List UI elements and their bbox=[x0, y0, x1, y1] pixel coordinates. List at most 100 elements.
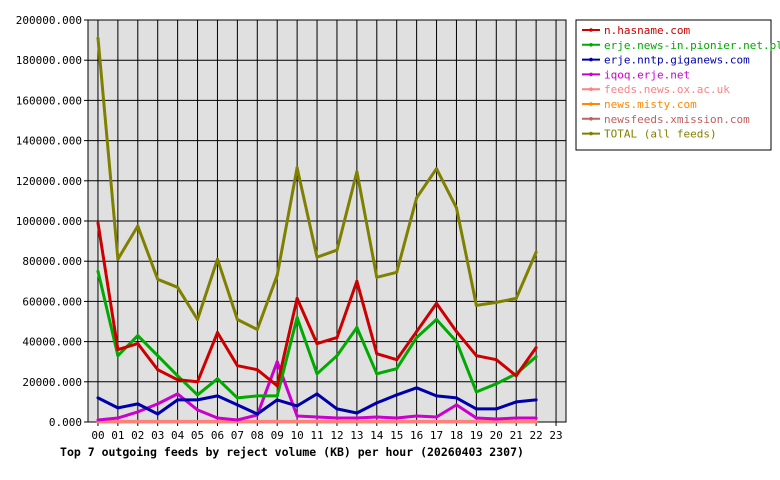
data-point-total-all-feeds bbox=[235, 317, 239, 321]
data-point-feeds-news-ox-ac-uk bbox=[275, 419, 279, 423]
y-tick-label: 0.000 bbox=[49, 416, 82, 429]
data-point-erje-nntp-giganews-com bbox=[255, 412, 259, 416]
data-point-erje-nntp-giganews-com bbox=[215, 394, 219, 398]
data-point-total-all-feeds bbox=[375, 275, 379, 279]
data-point-erje-nntp-giganews-com bbox=[514, 400, 518, 404]
data-point-iqoq-erje-net bbox=[375, 415, 379, 419]
data-point-n-hasname-com bbox=[335, 336, 339, 340]
data-point-erje-news-in-pionier-net-pl bbox=[255, 394, 259, 398]
data-point-feeds-news-ox-ac-uk bbox=[156, 419, 160, 423]
data-point-n-hasname-com bbox=[196, 380, 200, 384]
data-point-total-all-feeds bbox=[395, 270, 399, 274]
legend-swatch-marker bbox=[589, 117, 593, 121]
x-tick-label: 03 bbox=[151, 429, 164, 442]
data-point-iqoq-erje-net bbox=[534, 416, 538, 420]
data-point-total-all-feeds bbox=[176, 285, 180, 289]
x-tick-label: 00 bbox=[91, 429, 104, 442]
data-point-total-all-feeds bbox=[355, 170, 359, 174]
data-point-n-hasname-com bbox=[315, 342, 319, 346]
data-point-total-all-feeds bbox=[435, 167, 439, 171]
data-point-n-hasname-com bbox=[514, 374, 518, 378]
x-tick-label: 12 bbox=[330, 429, 343, 442]
data-point-erje-news-in-pionier-net-pl bbox=[355, 326, 359, 330]
x-tick-label: 18 bbox=[450, 429, 463, 442]
x-tick-label: 06 bbox=[211, 429, 224, 442]
y-tick-label: 160000.000 bbox=[16, 94, 82, 107]
data-point-erje-news-in-pionier-net-pl bbox=[335, 354, 339, 358]
x-tick-label: 14 bbox=[370, 429, 384, 442]
data-point-erje-news-in-pionier-net-pl bbox=[235, 396, 239, 400]
legend-label: erje.nntp.giganews.com bbox=[604, 54, 750, 67]
data-point-total-all-feeds bbox=[514, 296, 518, 300]
data-point-total-all-feeds bbox=[196, 317, 200, 321]
data-point-feeds-news-ox-ac-uk bbox=[514, 419, 518, 423]
data-point-erje-nntp-giganews-com bbox=[435, 394, 439, 398]
data-point-iqoq-erje-net bbox=[275, 360, 279, 364]
data-point-n-hasname-com bbox=[534, 346, 538, 350]
legend-label: TOTAL (all feeds) bbox=[604, 128, 717, 141]
data-point-erje-nntp-giganews-com bbox=[375, 401, 379, 405]
data-point-n-hasname-com bbox=[375, 352, 379, 356]
data-point-erje-news-in-pionier-net-pl bbox=[295, 315, 299, 319]
data-point-total-all-feeds bbox=[415, 196, 419, 200]
y-tick-label: 200000.000 bbox=[16, 14, 82, 27]
data-point-n-hasname-com bbox=[415, 330, 419, 334]
legend-swatch-marker bbox=[589, 87, 593, 91]
data-point-erje-nntp-giganews-com bbox=[355, 411, 359, 415]
data-point-n-hasname-com bbox=[295, 296, 299, 300]
legend-swatch-marker bbox=[589, 57, 593, 62]
data-point-iqoq-erje-net bbox=[215, 416, 219, 420]
data-point-total-all-feeds bbox=[255, 328, 259, 332]
data-point-erje-news-in-pionier-net-pl bbox=[494, 382, 498, 386]
y-tick-label: 20000.000 bbox=[22, 376, 82, 389]
legend-box bbox=[575, 19, 772, 151]
x-tick-label: 19 bbox=[470, 429, 483, 442]
data-point-erje-nntp-giganews-com bbox=[235, 403, 239, 407]
data-point-total-all-feeds bbox=[136, 224, 140, 228]
legend-label: feeds.news.ox.ac.uk bbox=[604, 83, 730, 96]
data-point-n-hasname-com bbox=[494, 358, 498, 362]
data-point-total-all-feeds bbox=[116, 257, 120, 261]
data-point-erje-news-in-pionier-net-pl bbox=[116, 354, 120, 358]
data-point-erje-news-in-pionier-net-pl bbox=[215, 377, 219, 381]
data-point-feeds-news-ox-ac-uk bbox=[454, 419, 458, 423]
data-point-iqoq-erje-net bbox=[116, 416, 120, 420]
data-point-iqoq-erje-net bbox=[355, 416, 359, 420]
data-point-iqoq-erje-net bbox=[514, 416, 518, 420]
data-point-total-all-feeds bbox=[335, 248, 339, 252]
data-point-iqoq-erje-net bbox=[395, 416, 399, 420]
data-point-erje-nntp-giganews-com bbox=[275, 398, 279, 402]
x-tick-label: 08 bbox=[251, 429, 264, 442]
data-point-n-hasname-com bbox=[435, 301, 439, 305]
data-point-erje-news-in-pionier-net-pl bbox=[275, 394, 279, 398]
data-point-iqoq-erje-net bbox=[235, 418, 239, 422]
data-point-n-hasname-com bbox=[136, 342, 140, 346]
x-tick-label: 15 bbox=[390, 429, 403, 442]
data-point-feeds-news-ox-ac-uk bbox=[196, 419, 200, 423]
data-point-erje-news-in-pionier-net-pl bbox=[454, 340, 458, 344]
data-point-total-all-feeds bbox=[275, 273, 279, 277]
x-tick-label: 04 bbox=[171, 429, 185, 442]
data-point-total-all-feeds bbox=[96, 36, 100, 40]
x-tick-label: 16 bbox=[410, 429, 423, 442]
data-point-feeds-news-ox-ac-uk bbox=[335, 419, 339, 423]
data-point-erje-news-in-pionier-net-pl bbox=[156, 354, 160, 358]
data-point-erje-nntp-giganews-com bbox=[315, 392, 319, 396]
data-point-feeds-news-ox-ac-uk bbox=[494, 419, 498, 423]
data-point-n-hasname-com bbox=[355, 279, 359, 283]
data-point-total-all-feeds bbox=[534, 250, 538, 254]
data-point-erje-news-in-pionier-net-pl bbox=[176, 374, 180, 378]
data-point-feeds-news-ox-ac-uk bbox=[375, 419, 379, 423]
y-tick-label: 120000.000 bbox=[16, 175, 82, 188]
data-point-iqoq-erje-net bbox=[474, 416, 478, 420]
data-point-n-hasname-com bbox=[255, 368, 259, 372]
data-point-iqoq-erje-net bbox=[136, 410, 140, 414]
data-point-erje-news-in-pionier-net-pl bbox=[96, 269, 100, 273]
data-point-erje-news-in-pionier-net-pl bbox=[395, 367, 399, 371]
data-point-iqoq-erje-net bbox=[176, 392, 180, 396]
data-point-n-hasname-com bbox=[176, 378, 180, 382]
data-point-feeds-news-ox-ac-uk bbox=[116, 419, 120, 423]
data-point-n-hasname-com bbox=[454, 330, 458, 334]
x-tick-label: 02 bbox=[131, 429, 144, 442]
